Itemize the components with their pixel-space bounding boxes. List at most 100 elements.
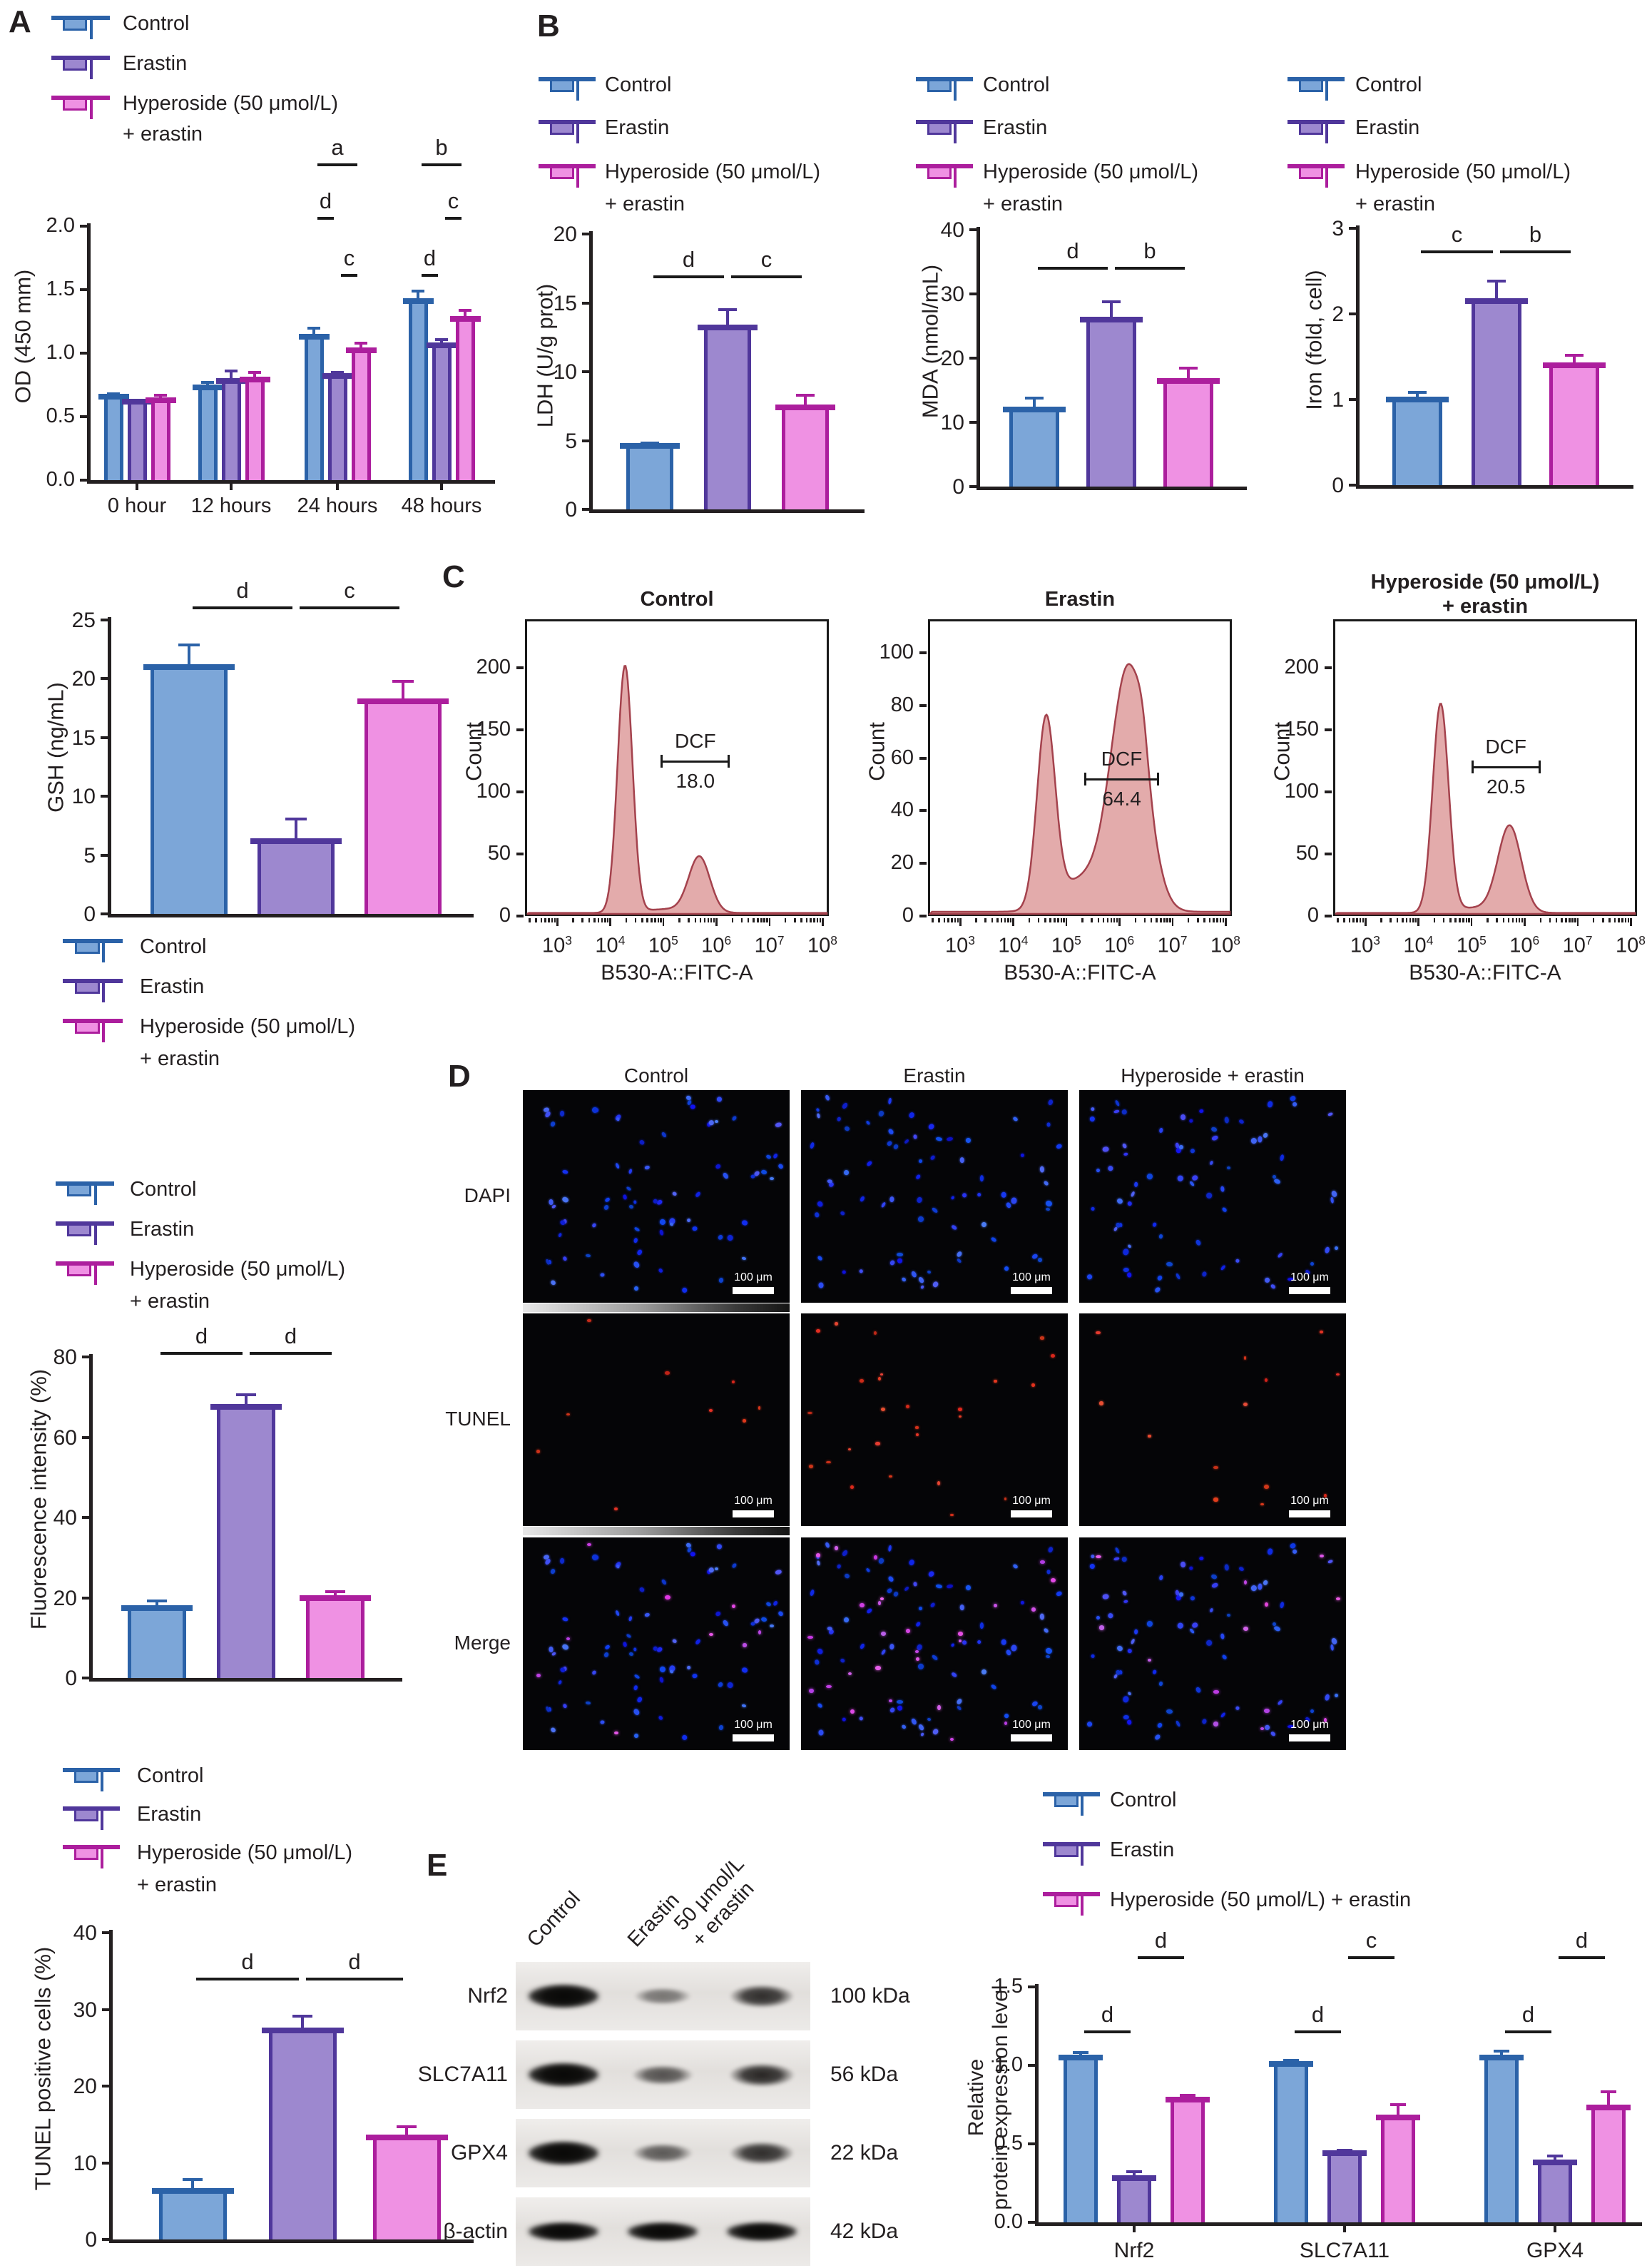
flow_control-title: Control bbox=[640, 588, 714, 611]
legend-swatch-control-topline bbox=[539, 77, 596, 81]
gsh-errcap-hyperoside bbox=[392, 680, 414, 683]
ldh-ytick-label: 5 bbox=[565, 429, 577, 453]
cell-dot bbox=[873, 1331, 877, 1336]
cell-dot bbox=[807, 1411, 812, 1415]
iron-ytick-label: 1 bbox=[1332, 388, 1344, 412]
flow_control-xtick bbox=[662, 918, 665, 926]
cell-dot bbox=[1220, 1712, 1226, 1718]
blot-strip-β-actin bbox=[516, 2197, 810, 2266]
blot-band-core bbox=[628, 2224, 698, 2239]
protein-errcap-erastin bbox=[1126, 2170, 1142, 2174]
od-errcap-hyperoside bbox=[248, 370, 261, 374]
flow_erastin-xtick bbox=[1169, 918, 1171, 922]
cell-dot bbox=[623, 1194, 628, 1201]
cell-dot bbox=[932, 1728, 939, 1736]
legend-label-hyperoside-line2: + erastin bbox=[1355, 193, 1436, 215]
flow_hyperoside-xtick bbox=[1627, 918, 1630, 922]
cell-dot bbox=[1096, 1555, 1101, 1559]
legend-label-control: Control bbox=[130, 1178, 197, 1201]
od-bar-control bbox=[198, 387, 218, 480]
panel-d-image-tunel-0 bbox=[523, 1313, 790, 1526]
cell-dot bbox=[1156, 1722, 1163, 1729]
cell-dot bbox=[628, 1204, 634, 1210]
od-errline-control bbox=[206, 381, 209, 388]
cell-dot bbox=[950, 1642, 955, 1648]
flow_erastin-xtick bbox=[1150, 918, 1153, 922]
mda-x-axis bbox=[977, 487, 1247, 490]
ldh-errline-erastin bbox=[726, 308, 729, 328]
flow_control-xtick bbox=[703, 918, 706, 922]
cell-dot bbox=[844, 1572, 851, 1580]
legend-label-control: Control bbox=[1110, 1789, 1177, 1811]
cell-dot bbox=[1205, 1192, 1213, 1199]
cell-dot bbox=[665, 1595, 670, 1600]
flow_erastin-ytick bbox=[919, 651, 927, 654]
od-ytick-label: 1.0 bbox=[46, 341, 75, 364]
ldh-ytick-label: 10 bbox=[553, 360, 577, 384]
cell-dot bbox=[658, 1267, 664, 1273]
flow_control-xtick bbox=[529, 918, 531, 922]
flow_hyperoside-xtick bbox=[1402, 918, 1404, 922]
flow_hyperoside-ytick-label: 0 bbox=[1307, 904, 1319, 927]
flow_control-xtick bbox=[694, 918, 697, 922]
cell-dot bbox=[841, 1549, 849, 1557]
flow_control-xtick bbox=[548, 918, 550, 922]
flow_hyperoside-xtick bbox=[1602, 918, 1604, 922]
iron-ytick-label: 0 bbox=[1332, 474, 1344, 497]
cell-dot bbox=[1146, 1172, 1153, 1180]
cell-dot bbox=[658, 1714, 664, 1721]
cell-dot bbox=[946, 1584, 954, 1589]
flow_hyperoside-xtick bbox=[1487, 918, 1489, 922]
cell-dot bbox=[561, 1256, 568, 1262]
protein-xtick bbox=[1554, 2226, 1556, 2232]
cell-dot bbox=[1235, 1258, 1240, 1263]
cell-dot bbox=[614, 1731, 618, 1735]
gsh-ytick-label: 15 bbox=[71, 726, 96, 750]
ldh-ytick bbox=[582, 508, 589, 511]
flow_erastin-gate-line bbox=[1084, 778, 1159, 781]
ldh-sig-line bbox=[653, 275, 724, 278]
flow_erastin-xtick-label: 103 bbox=[945, 933, 975, 957]
legend-swatch-control-fill bbox=[550, 81, 574, 92]
flow_hyperoside-xtick bbox=[1521, 918, 1524, 922]
gsh-ytick bbox=[101, 853, 108, 857]
cell-dot bbox=[1005, 1649, 1012, 1656]
cell-dot bbox=[1324, 1246, 1331, 1254]
iron-barcap-control bbox=[1386, 397, 1449, 402]
protein-errcap-hyperoside bbox=[1180, 2093, 1195, 2097]
od-barcap-control bbox=[402, 298, 434, 305]
legend-label-hyperoside: Hyperoside (50 μmol/L) bbox=[123, 92, 338, 115]
protein-bar-hyperoside bbox=[1171, 2100, 1205, 2222]
ldh-ytick bbox=[582, 439, 589, 442]
od-sig-line bbox=[341, 274, 357, 277]
legend-swatch-erastin-topline bbox=[1287, 120, 1345, 124]
flow_erastin-xtick bbox=[957, 918, 959, 922]
cell-dot bbox=[1121, 1557, 1127, 1562]
mda-ytick bbox=[969, 357, 977, 360]
protein-barcap-erastin bbox=[1112, 2175, 1156, 2182]
mda-y-axis-title: MDA (nmol/mL) bbox=[917, 264, 943, 419]
od-errline-hyperoside bbox=[360, 341, 362, 351]
cell-dot bbox=[1127, 1244, 1132, 1249]
flow_control-gate-label: DCF bbox=[675, 729, 716, 752]
scale-bar bbox=[1289, 1287, 1330, 1294]
flow_hyperoside-ytick-label: 50 bbox=[1295, 842, 1319, 865]
cell-dot bbox=[1044, 1199, 1053, 1208]
fluorescence-errline-erastin bbox=[245, 1393, 248, 1408]
cell-dot bbox=[927, 1717, 931, 1722]
cell-dot bbox=[1280, 1154, 1285, 1161]
cell-dot bbox=[695, 1191, 701, 1198]
cell-dot bbox=[566, 1413, 570, 1416]
gsh-sig-line bbox=[193, 606, 292, 609]
legend-label-control: Control bbox=[1355, 73, 1422, 96]
tunel-ytick bbox=[102, 2238, 109, 2241]
legend-label-control: Control bbox=[123, 12, 190, 35]
cell-dot bbox=[1005, 1201, 1012, 1209]
legend-swatch-control-fill bbox=[75, 943, 100, 954]
cell-dot bbox=[1113, 1557, 1120, 1561]
mda-ytick-label: 0 bbox=[952, 475, 964, 499]
od-errcap-control bbox=[307, 326, 320, 330]
ldh-errcap-hyperoside bbox=[796, 393, 815, 397]
cell-dot bbox=[731, 1604, 736, 1608]
od-errline-hyperoside bbox=[464, 308, 466, 319]
